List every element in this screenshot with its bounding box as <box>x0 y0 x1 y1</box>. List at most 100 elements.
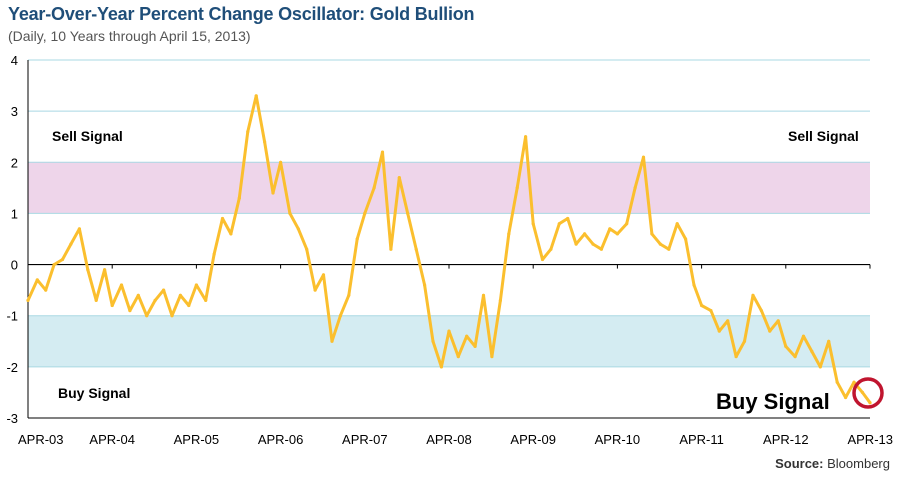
data-point <box>52 263 56 267</box>
data-point <box>330 339 334 343</box>
data-point <box>347 293 351 297</box>
data-point <box>615 232 620 236</box>
data-point <box>658 242 662 246</box>
data-point <box>827 339 831 343</box>
data-point <box>860 390 865 394</box>
data-point <box>414 247 418 251</box>
data-point <box>566 216 570 221</box>
data-point <box>94 298 98 302</box>
data-point <box>473 344 477 348</box>
data-point <box>103 268 107 272</box>
data-point <box>540 257 545 262</box>
data-point <box>734 355 738 359</box>
data-point <box>515 186 519 190</box>
data-point <box>212 252 216 256</box>
x-tick-label: APR-06 <box>258 432 304 447</box>
data-point <box>692 283 696 287</box>
data-point <box>844 395 848 400</box>
x-tick-label: APR-10 <box>595 432 641 447</box>
data-point <box>406 211 410 215</box>
data-point <box>583 232 587 236</box>
data-point <box>204 298 208 302</box>
data-point <box>759 309 764 313</box>
data-point <box>194 283 198 287</box>
data-point <box>35 278 39 282</box>
data-point <box>254 94 258 98</box>
source-value: Bloomberg <box>827 456 890 471</box>
data-point <box>60 257 65 262</box>
data-point <box>608 227 612 231</box>
x-tick-label: APR-09 <box>510 432 556 447</box>
y-tick-label: -3 <box>6 411 18 426</box>
data-point <box>321 273 326 277</box>
source-label: Source: <box>775 456 824 471</box>
data-point <box>439 365 443 369</box>
data-point <box>288 211 292 215</box>
signal-band-0 <box>28 162 870 214</box>
data-point <box>69 242 73 246</box>
data-point <box>389 247 393 251</box>
data-point <box>625 222 629 226</box>
data-point <box>868 401 872 405</box>
data-point <box>751 293 755 297</box>
x-tick-label: APR-12 <box>763 432 809 447</box>
data-point <box>818 365 822 369</box>
data-point <box>709 309 713 313</box>
y-tick-label: 4 <box>11 53 18 68</box>
data-point <box>220 216 225 221</box>
data-point <box>162 288 166 292</box>
data-point <box>423 283 427 287</box>
data-point <box>776 319 780 323</box>
data-point <box>633 186 637 190</box>
data-point <box>599 247 604 251</box>
data-point <box>128 309 132 313</box>
x-tick-label: APR-08 <box>426 432 472 447</box>
y-tick-label: -2 <box>6 360 18 375</box>
data-point <box>591 242 595 246</box>
y-tick-label: 1 <box>11 206 18 221</box>
data-point <box>481 293 486 297</box>
data-point <box>784 344 788 348</box>
grid-lines <box>28 59 870 419</box>
data-point <box>490 355 494 359</box>
data-point <box>641 155 646 159</box>
x-tick-label: APR-03 <box>18 432 64 447</box>
data-point <box>305 247 309 251</box>
data-point <box>507 232 511 236</box>
sell-signal-label-left: Sell Signal <box>52 128 123 144</box>
sell-signal-label-right: Sell Signal <box>788 128 859 144</box>
data-point <box>271 191 275 195</box>
x-tick-labels: APR-03 APR-04 APR-05 APR-06 APR-07 APR-08 APR-… <box>18 432 893 447</box>
data-point <box>742 339 747 343</box>
data-point <box>355 237 359 241</box>
annotations: Sell Signal Sell Signal Buy Signal Buy S… <box>52 128 884 414</box>
buy-signal-label-left: Buy Signal <box>58 385 130 401</box>
data-point <box>667 247 671 251</box>
data-point <box>296 227 300 231</box>
y-tick-label: 2 <box>11 155 18 170</box>
data-point <box>77 227 81 231</box>
data-point <box>145 314 149 318</box>
chart-title: Year-Over-Year Percent Change Oscillator… <box>8 4 475 24</box>
data-point <box>237 196 241 200</box>
x-tick-label: APR-05 <box>174 432 220 447</box>
y-tick-label: -1 <box>6 309 18 324</box>
data-point <box>380 150 385 154</box>
data-point <box>835 380 839 384</box>
buy-signal-circle <box>852 377 884 409</box>
data-point <box>178 293 182 297</box>
data-point <box>187 303 191 308</box>
axes <box>27 60 871 419</box>
data-point <box>170 314 174 318</box>
data-point <box>86 268 90 272</box>
data-point <box>363 211 367 215</box>
y-tick-label: 0 <box>11 258 18 273</box>
data-point <box>246 130 250 134</box>
data-point <box>675 222 679 226</box>
data-point <box>456 355 460 359</box>
source-note: Source: Bloomberg <box>775 456 890 471</box>
series-layer <box>26 94 872 405</box>
data-point <box>110 303 114 308</box>
data-point <box>465 334 469 338</box>
y-tick-labels: 4 3 2 1 0 -1 -2 -3 <box>6 53 18 426</box>
